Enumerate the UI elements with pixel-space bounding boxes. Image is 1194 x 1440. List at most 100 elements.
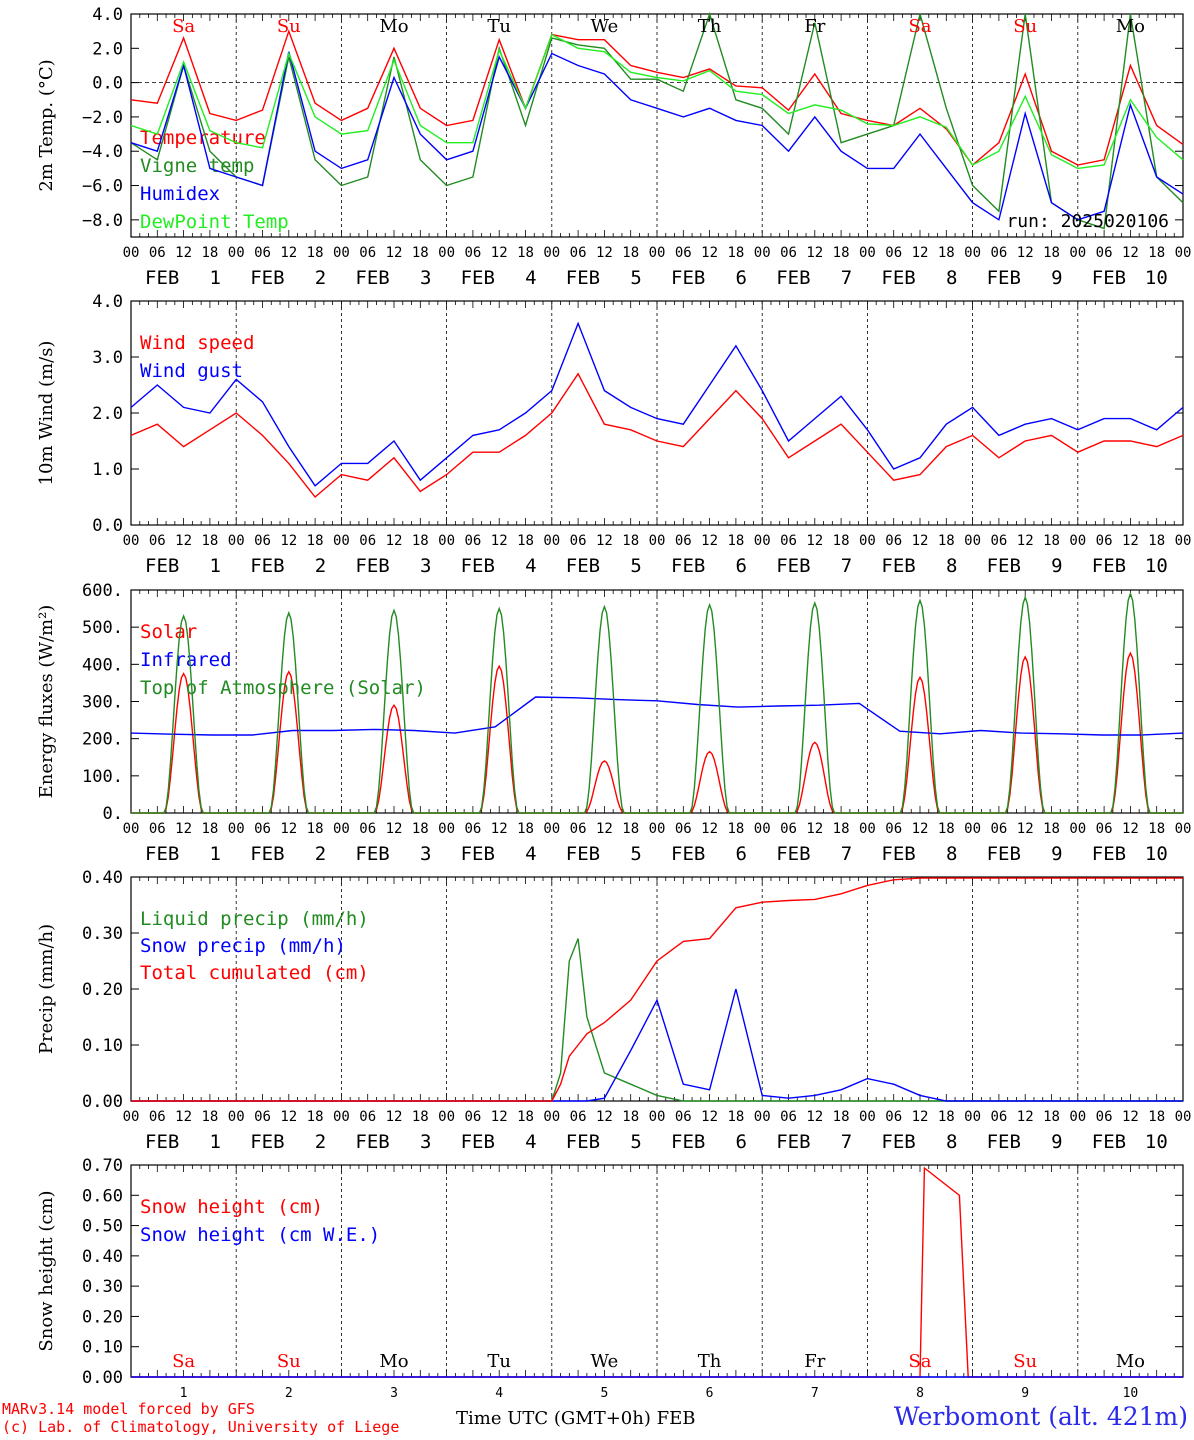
x-day-label: 2 xyxy=(315,843,326,865)
x-tick-label: 00 xyxy=(1175,245,1192,261)
x-tick-label: 12 xyxy=(806,821,823,837)
x-tick-label: 00 xyxy=(123,245,140,261)
x-month-label: FEB xyxy=(776,555,810,577)
x-tick-label: 18 xyxy=(938,533,955,549)
x-tick-label: 00 xyxy=(228,245,245,261)
x-month-label: FEB xyxy=(461,267,495,289)
weekday-label: We xyxy=(591,1351,619,1372)
x-tick-label: 12 xyxy=(491,821,508,837)
x-month-label: FEB xyxy=(776,843,810,865)
x-tick-label: 00 xyxy=(649,821,666,837)
y-tick-label: 3.0 xyxy=(92,348,123,368)
x-month-label: FEB xyxy=(250,267,284,289)
x-month-label: FEB xyxy=(250,555,284,577)
weekday-label: Su xyxy=(1013,1351,1037,1372)
weekday-label: Mo xyxy=(1116,16,1145,37)
x-tick-label: 00 xyxy=(1069,533,1086,549)
x-day-label: 3 xyxy=(420,843,431,865)
weekday-label: Tu xyxy=(487,16,511,37)
series-line-2 xyxy=(131,988,1183,1102)
x-tick-label: 12 xyxy=(1017,821,1034,837)
x-tick-label: 12 xyxy=(1017,1109,1034,1125)
x-month-label: FEB xyxy=(881,843,915,865)
x-tick-label: 06 xyxy=(359,821,376,837)
x-tick-label: 12 xyxy=(175,245,192,261)
panel-energy: 0. 100. 200. 300. 400. 500. 600. Energy fluxes … xyxy=(36,581,1191,865)
x-month-label: FEB xyxy=(987,267,1021,289)
x-tick-label: 18 xyxy=(307,245,324,261)
x-tick-label: 18 xyxy=(938,1109,955,1125)
x-tick-label: 12 xyxy=(1017,245,1034,261)
x-tick-label: 12 xyxy=(806,245,823,261)
x-day-label: 6 xyxy=(736,843,747,865)
x-tick-label: 06 xyxy=(570,245,587,261)
x-tick-label: 18 xyxy=(938,245,955,261)
x-tick-label: 06 xyxy=(780,1109,797,1125)
x-month-label: FEB xyxy=(355,1131,389,1153)
x-month-label: FEB xyxy=(1092,843,1126,865)
x-tick-label: 18 xyxy=(201,533,218,549)
x-tick-label: 18 xyxy=(517,245,534,261)
panel-snow: 0.00 0.10 0.20 0.30 0.40 0.50 0.60 0.70 Snow hei… xyxy=(36,1156,1184,1401)
x-tick-label: 12 xyxy=(912,821,929,837)
x-tick-label: 18 xyxy=(517,533,534,549)
x-tick-label: 06 xyxy=(780,533,797,549)
x-tick-label: 00 xyxy=(859,1109,876,1125)
y-axis-label: 2m Temp. (°C) xyxy=(36,59,57,191)
x-tick-label: 06 xyxy=(570,533,587,549)
series-line-2 xyxy=(130,321,1184,487)
x-tick-label: 06 xyxy=(570,1109,587,1125)
x-tick-label: 06 xyxy=(254,1109,271,1125)
x-tick-label: 00 xyxy=(1175,821,1192,837)
x-day-label: 9 xyxy=(1051,267,1062,289)
x-tick-label: 12 xyxy=(596,821,613,837)
x-tick-label: 18 xyxy=(307,1109,324,1125)
weekday-label: Mo xyxy=(379,1351,408,1372)
x-tick-label: 06 xyxy=(675,1109,692,1125)
series-line-1 xyxy=(130,29,1184,167)
plot-frame xyxy=(130,300,1184,526)
model-note: MARv3.14 model forced by GFS xyxy=(2,1400,255,1418)
x-day-label: 8 xyxy=(946,267,957,289)
x-day-label: 1 xyxy=(180,1386,188,1401)
x-tick-label: 18 xyxy=(412,1109,429,1125)
x-month-label: FEB xyxy=(355,843,389,865)
x-tick-label: 12 xyxy=(280,821,297,837)
x-day-label: 9 xyxy=(1021,1386,1029,1401)
y-tick-label: 0.40 xyxy=(82,1247,123,1267)
legend-entry: Top of Atmosphere (Solar) xyxy=(140,677,426,699)
x-day-label: 8 xyxy=(916,1386,924,1401)
y-tick-label: −6.0 xyxy=(82,177,123,197)
weekday-label: Fr xyxy=(804,1351,825,1372)
x-month-label: FEB xyxy=(1092,555,1126,577)
x-tick-label: 12 xyxy=(491,245,508,261)
x-day-label: 8 xyxy=(946,843,957,865)
x-tick-label: 00 xyxy=(754,245,771,261)
x-day-label: 9 xyxy=(1051,1131,1062,1153)
x-tick-label: 00 xyxy=(859,533,876,549)
x-day-label: 10 xyxy=(1123,1386,1139,1401)
y-axis-label: Snow height (cm) xyxy=(36,1190,57,1351)
legend-entry: Liquid precip (mm/h) xyxy=(140,908,369,930)
x-tick-label: 06 xyxy=(464,1109,481,1125)
x-tick-label: 00 xyxy=(438,1109,455,1125)
x-tick-label: 12 xyxy=(175,533,192,549)
x-tick-label: 06 xyxy=(464,821,481,837)
x-tick-label: 06 xyxy=(254,245,271,261)
x-month-label: FEB xyxy=(881,267,915,289)
x-tick-label: 18 xyxy=(727,821,744,837)
weekday-label: Mo xyxy=(379,16,408,37)
x-day-label: 2 xyxy=(315,1131,326,1153)
x-tick-label: 06 xyxy=(1096,1109,1113,1125)
weekday-label: Th xyxy=(698,16,722,37)
y-tick-label: 4.0 xyxy=(92,292,123,312)
x-tick-label: 12 xyxy=(806,1109,823,1125)
x-day-label: 6 xyxy=(706,1386,714,1401)
legend-entry: DewPoint Temp xyxy=(140,211,289,233)
x-day-label: 10 xyxy=(1145,1131,1168,1153)
legend-entry: Snow precip (mm/h) xyxy=(140,935,346,957)
x-month-label: FEB xyxy=(776,1131,810,1153)
x-day-label: 8 xyxy=(946,1131,957,1153)
x-tick-label: 00 xyxy=(438,533,455,549)
y-tick-label: 0.00 xyxy=(82,1092,123,1112)
